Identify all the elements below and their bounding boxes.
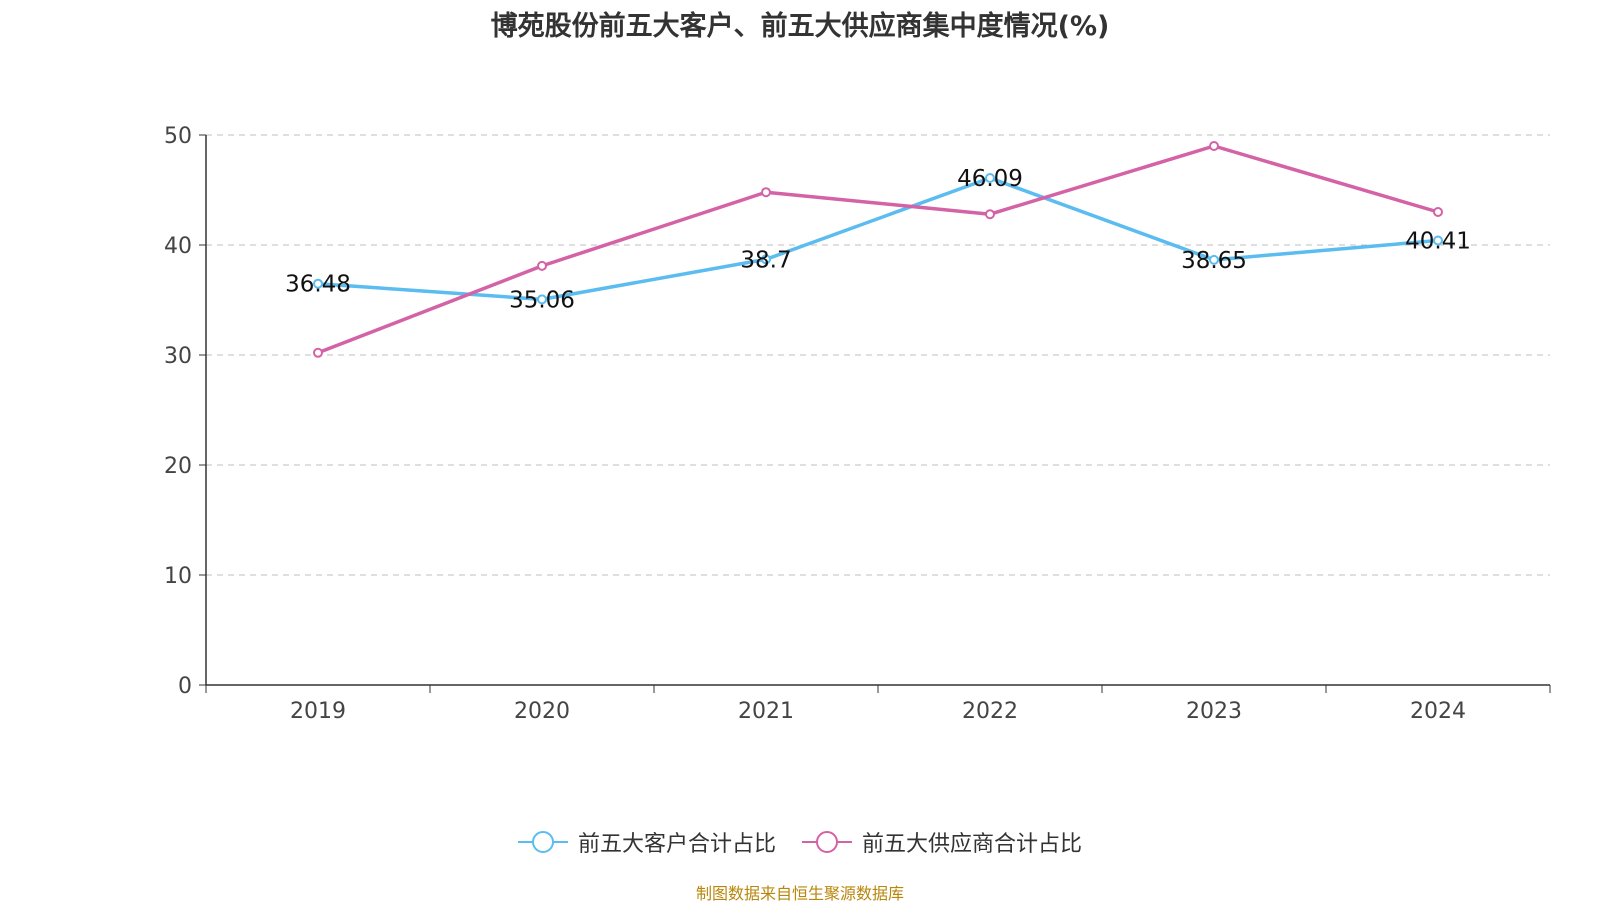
y-tick-label: 20	[164, 454, 192, 479]
data-label: 38.65	[1181, 248, 1247, 274]
x-tick-label: 2020	[514, 699, 570, 724]
chart-title: 博苑股份前五大客户、前五大供应商集中度情况(%)	[490, 11, 1110, 42]
source-note: 制图数据来自恒生聚源数据库	[695, 884, 904, 903]
series-line-1	[317, 144, 1439, 355]
y-tick-label: 0	[178, 674, 192, 699]
data-label: 40.41	[1405, 228, 1471, 254]
data-point	[761, 254, 771, 265]
data-point	[985, 209, 995, 220]
series-line-0	[317, 176, 1439, 302]
data-point	[537, 260, 547, 271]
axes: 0 10 20 30 40 50 2019 2020 2021 2022 2023 2024	[164, 124, 1551, 724]
data-label: 38.7	[740, 247, 791, 273]
y-tick-label: 40	[164, 234, 192, 259]
x-tick-label: 2023	[1186, 699, 1242, 724]
legend-item-suppliers[interactable]: 前五大供应商合计占比	[802, 826, 1082, 858]
data-labels: 36.48 35.06 38.7 46.09 38.65 40.41	[285, 166, 1471, 313]
data-point	[1209, 141, 1219, 151]
data-point	[1433, 235, 1443, 246]
gridlines	[206, 134, 1550, 576]
y-tick-label: 50	[164, 124, 192, 149]
x-tick-label: 2019	[290, 699, 346, 724]
data-point	[1433, 207, 1443, 217]
data-point	[761, 187, 771, 198]
legend-label-suppliers: 前五大供应商合计占比	[862, 832, 1083, 857]
data-label: 35.06	[509, 287, 575, 313]
x-tick-label: 2021	[738, 699, 794, 724]
y-tick-label: 10	[164, 564, 192, 589]
data-label: 36.48	[285, 272, 351, 298]
data-point	[537, 294, 547, 305]
data-point	[985, 173, 995, 184]
legend: 前五大客户合计占比 前五大供应商合计占比	[0, 826, 1600, 858]
x-tick-label: 2024	[1410, 699, 1466, 724]
data-point	[313, 278, 323, 289]
x-tick-label: 2022	[962, 699, 1018, 724]
data-point	[313, 347, 323, 358]
data-point	[1209, 254, 1219, 265]
legend-label-customers: 前五大客户合计占比	[577, 832, 776, 857]
legend-item-customers[interactable]: 前五大客户合计占比	[517, 826, 776, 858]
series-lines	[313, 141, 1443, 358]
legend-marker-customers-icon	[517, 831, 568, 853]
legend-marker-suppliers-icon	[802, 831, 852, 853]
data-label: 46.09	[957, 166, 1023, 192]
y-tick-label: 30	[164, 344, 192, 369]
